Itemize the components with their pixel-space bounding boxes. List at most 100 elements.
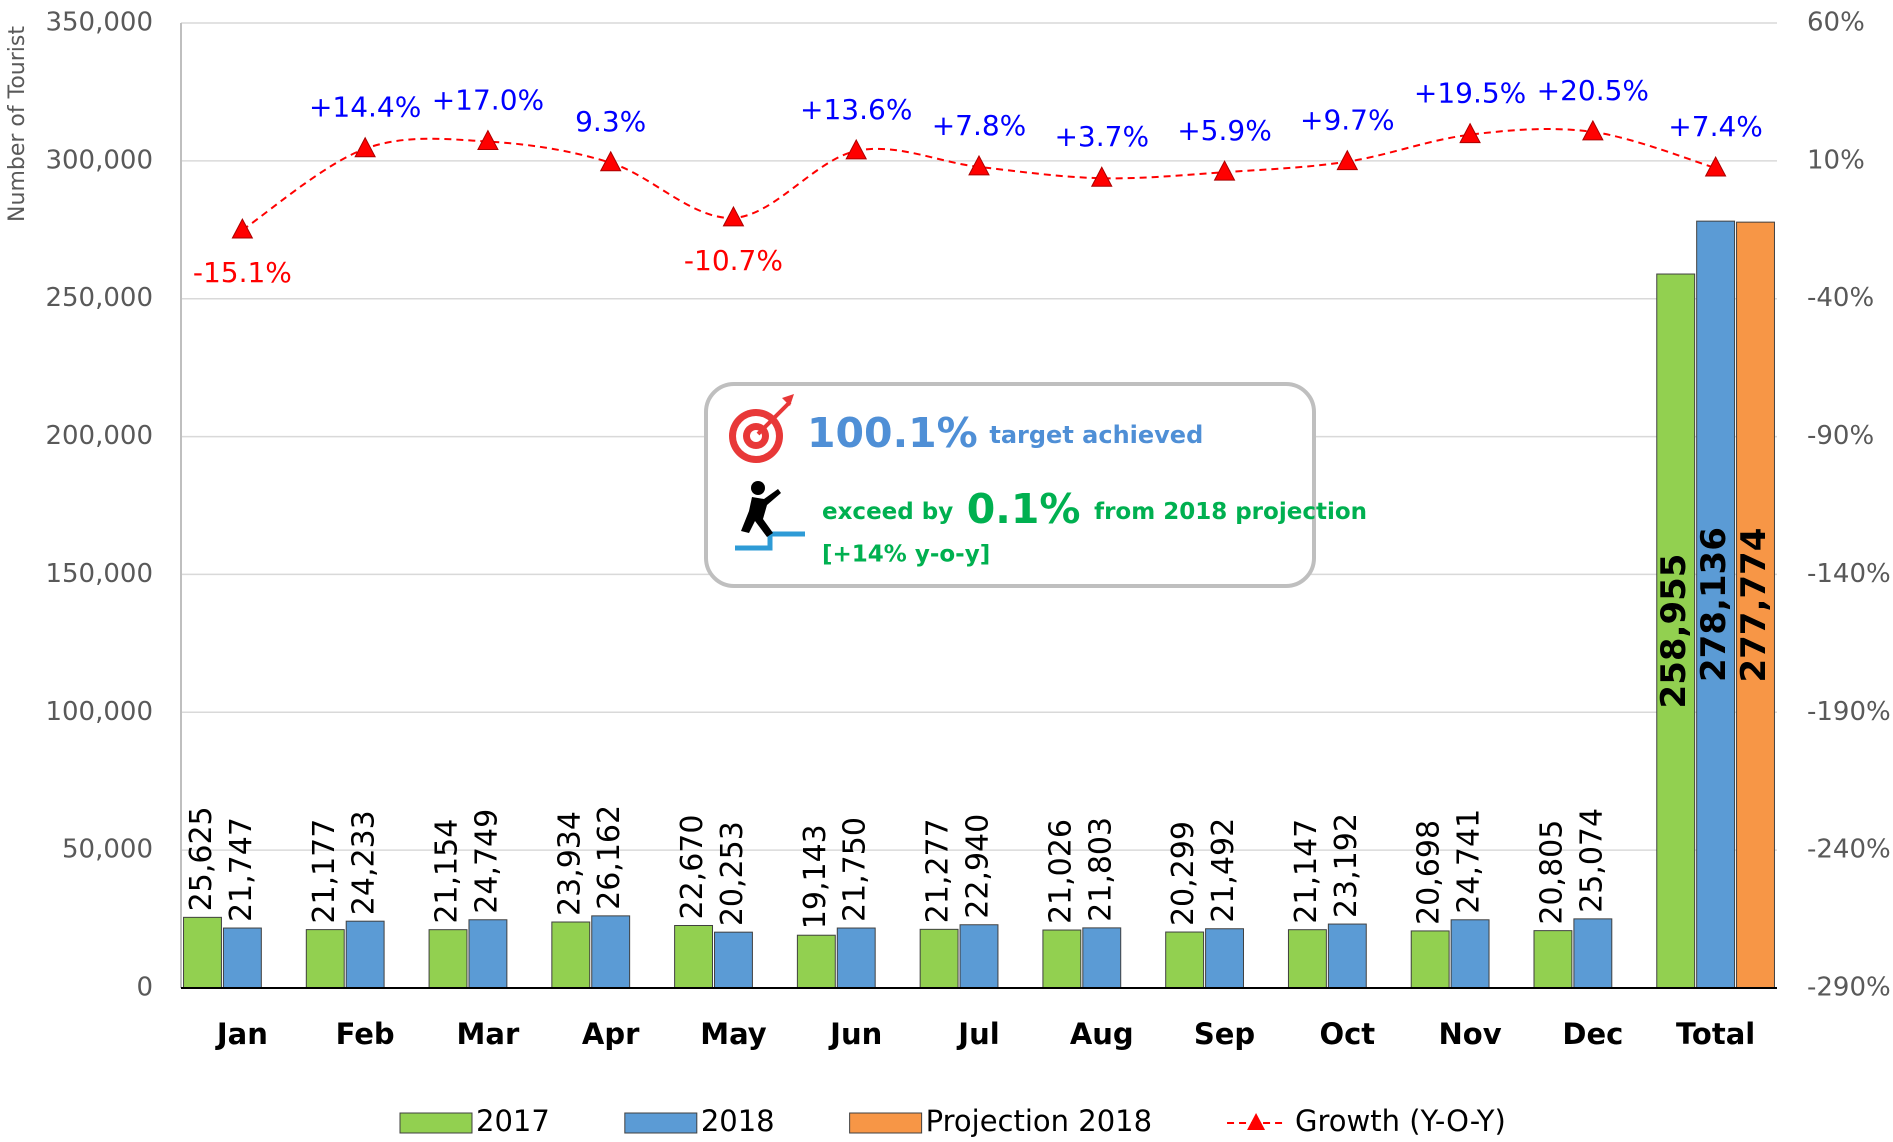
x-tick-label: Feb xyxy=(336,1017,395,1051)
x-tick-label: Jan xyxy=(215,1017,268,1051)
legend-swatch xyxy=(399,1112,473,1134)
growth-label: -15.1% xyxy=(193,256,292,289)
bar-value-label: 23,192 xyxy=(1329,813,1364,918)
bar xyxy=(551,921,591,989)
step-icon xyxy=(735,481,805,551)
y-tick-label: 100,000 xyxy=(45,697,153,727)
bar xyxy=(305,929,345,989)
bar xyxy=(919,928,959,989)
y2-tick-label: -190% xyxy=(1807,697,1891,727)
growth-label: +14.4% xyxy=(309,91,421,124)
legend-label: 2017 xyxy=(476,1104,550,1138)
growth-label: +9.7% xyxy=(1300,104,1395,137)
legend-swatch xyxy=(624,1112,698,1134)
bar-value-label: 19,143 xyxy=(798,824,833,929)
yoy-text: [+14% y-o-y] xyxy=(822,542,990,568)
bar-value-label: 23,934 xyxy=(552,811,587,916)
legend-swatch xyxy=(849,1112,923,1134)
bar xyxy=(222,927,262,989)
bar-value-label: 24,741 xyxy=(1452,809,1487,914)
y-axis-title: Number of Tourist xyxy=(5,26,30,222)
x-tick-label: May xyxy=(700,1017,767,1051)
bar xyxy=(1533,930,1573,989)
growth-line xyxy=(241,128,1716,231)
annotation-box xyxy=(704,382,1316,588)
growth-label: +17.0% xyxy=(432,84,544,117)
growth-marker xyxy=(599,150,622,172)
growth-marker xyxy=(231,217,254,239)
bar-value-label: 21,747 xyxy=(224,817,259,922)
exceed-prefix: exceed by xyxy=(822,499,953,525)
growth-marker xyxy=(968,154,990,176)
legend-marker xyxy=(1247,1113,1266,1130)
growth-marker xyxy=(1704,155,1727,177)
bar xyxy=(183,916,222,989)
bar xyxy=(1082,927,1122,989)
growth-label: +20.5% xyxy=(1537,74,1649,107)
bar-value-label: 20,698 xyxy=(1412,820,1447,925)
bar xyxy=(1410,930,1450,989)
x-tick-label: Mar xyxy=(457,1017,520,1051)
bar-value-label: 20,299 xyxy=(1166,821,1201,926)
bar xyxy=(591,915,631,989)
growth-label: +7.4% xyxy=(1668,110,1763,143)
bar xyxy=(714,931,753,989)
bar-value-label: 277,774 xyxy=(1734,528,1774,683)
x-tick-label: Oct xyxy=(1319,1017,1375,1051)
bar xyxy=(1327,923,1367,989)
bar-value-label: 21,147 xyxy=(1289,819,1324,924)
bar xyxy=(1450,919,1490,989)
bar-value-label: 22,670 xyxy=(675,815,710,920)
bar xyxy=(1205,928,1244,989)
exceed-suffix: from 2018 projection xyxy=(1094,499,1367,525)
bar-value-label: 26,162 xyxy=(592,805,627,910)
y-tick-label: 250,000 xyxy=(45,283,153,313)
bar-value-label: 278,136 xyxy=(1694,527,1734,682)
growth-marker xyxy=(477,129,499,151)
y2-tick-label: -240% xyxy=(1807,835,1891,865)
growth-marker xyxy=(1336,149,1359,171)
growth-label: +3.7% xyxy=(1054,120,1149,153)
bar-value-label: 22,940 xyxy=(961,814,996,919)
annotation-line: exceed by 0.1% from 2018 projection xyxy=(822,485,1367,533)
y2-tick-label: -140% xyxy=(1807,559,1891,589)
x-tick-label: Total xyxy=(1676,1017,1755,1051)
bar-value-label: 21,750 xyxy=(838,817,873,922)
y-tick-label: 350,000 xyxy=(45,8,153,38)
y2-tick-label: 10% xyxy=(1807,145,1865,175)
y2-tick-label: 60% xyxy=(1807,8,1865,38)
y2-tick-label: -90% xyxy=(1807,421,1874,451)
growth-label: +7.8% xyxy=(932,109,1027,142)
bar-value-label: 21,803 xyxy=(1083,817,1118,922)
bar-value-label: 21,277 xyxy=(921,818,956,923)
growth-label: -10.7% xyxy=(684,244,783,277)
y-tick-label: 50,000 xyxy=(62,835,153,865)
growth-marker xyxy=(1459,122,1481,144)
bar-value-label: 21,177 xyxy=(307,819,342,924)
bar xyxy=(1287,929,1327,989)
growth-label: +5.9% xyxy=(1177,114,1272,147)
bar-value-label: 21,492 xyxy=(1206,818,1241,923)
bar xyxy=(345,920,385,989)
annotation-line: 100.1% target achieved xyxy=(807,409,1203,457)
x-tick-label: Nov xyxy=(1439,1017,1502,1051)
y-tick-label: 200,000 xyxy=(45,421,153,451)
bar xyxy=(1042,929,1082,989)
y2-tick-label: -40% xyxy=(1807,283,1874,313)
x-tick-label: Apr xyxy=(582,1017,640,1051)
bar xyxy=(1165,931,1205,989)
achieved-value: 100.1% xyxy=(807,409,978,457)
bar-value-label: 21,026 xyxy=(1043,819,1078,924)
bar-value-label: 24,749 xyxy=(469,809,504,914)
growth-marker xyxy=(1090,166,1113,187)
bar xyxy=(1656,273,1696,989)
annotation: 100.1% target achieved exceed by 0.1% fr… xyxy=(704,382,1367,588)
growth-label: 9.3% xyxy=(575,105,646,138)
bar-value-label: 258,955 xyxy=(1654,554,1694,709)
growth-marker xyxy=(722,205,745,227)
legend-label: 2018 xyxy=(701,1104,775,1138)
y-tick-label: 150,000 xyxy=(45,559,153,589)
bar xyxy=(428,929,468,989)
bar xyxy=(959,924,999,989)
growth-label: +13.6% xyxy=(800,93,912,126)
